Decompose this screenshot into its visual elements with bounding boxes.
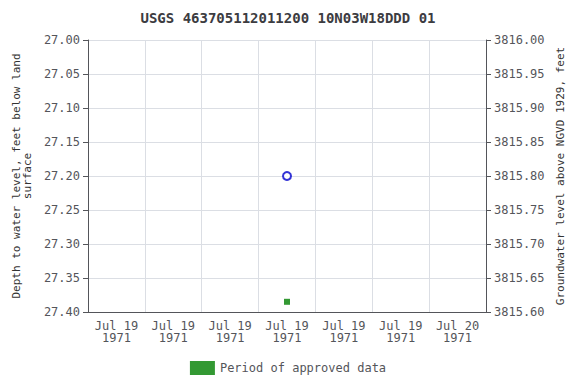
svg-text:27.05: 27.05 [44,67,80,81]
svg-text:27.15: 27.15 [44,135,80,149]
svg-text:3815.75: 3815.75 [494,203,545,217]
svg-text:27.25: 27.25 [44,203,80,217]
svg-text:Jul 19: Jul 19 [151,319,195,333]
svg-text:1971: 1971 [386,331,415,345]
svg-text:3815.95: 3815.95 [494,67,545,81]
svg-text:27.20: 27.20 [44,169,80,183]
svg-text:USGS 463705112011200 10N03W18D: USGS 463705112011200 10N03W18DDD 01 [140,10,435,26]
svg-text:3815.70: 3815.70 [494,237,545,251]
svg-text:27.40: 27.40 [44,305,80,319]
svg-text:1971: 1971 [273,331,302,345]
svg-text:3816.00: 3816.00 [494,33,545,47]
svg-text:27.00: 27.00 [44,33,80,47]
svg-text:27.10: 27.10 [44,101,80,115]
svg-text:3815.80: 3815.80 [494,169,545,183]
svg-text:1971: 1971 [329,331,358,345]
svg-text:1971: 1971 [443,331,472,345]
svg-text:3815.60: 3815.60 [494,305,545,319]
svg-text:1971: 1971 [216,331,245,345]
svg-text:1971: 1971 [102,331,131,345]
svg-text:1971: 1971 [159,331,188,345]
svg-text:Period of approved data: Period of approved data [220,361,386,375]
svg-text:Groundwater level above NGVD 1: Groundwater level above NGVD 1929, feet [554,47,567,305]
svg-text:Jul 20: Jul 20 [435,319,480,333]
svg-text:27.35: 27.35 [44,271,80,285]
svg-text:Jul 19: Jul 19 [322,319,366,333]
svg-text:3815.65: 3815.65 [494,271,545,285]
svg-text:Jul 19: Jul 19 [94,319,139,333]
svg-text:3815.85: 3815.85 [494,135,545,149]
svg-text:Jul 19: Jul 19 [208,319,252,333]
svg-text:3815.90: 3815.90 [494,101,545,115]
svg-text:Jul 19: Jul 19 [379,319,423,333]
svg-text:27.30: 27.30 [44,237,80,251]
svg-text:surface: surface [21,153,34,199]
svg-text:Jul 19: Jul 19 [265,319,309,333]
svg-text:Depth to water level, feet bel: Depth to water level, feet below land [10,53,23,299]
